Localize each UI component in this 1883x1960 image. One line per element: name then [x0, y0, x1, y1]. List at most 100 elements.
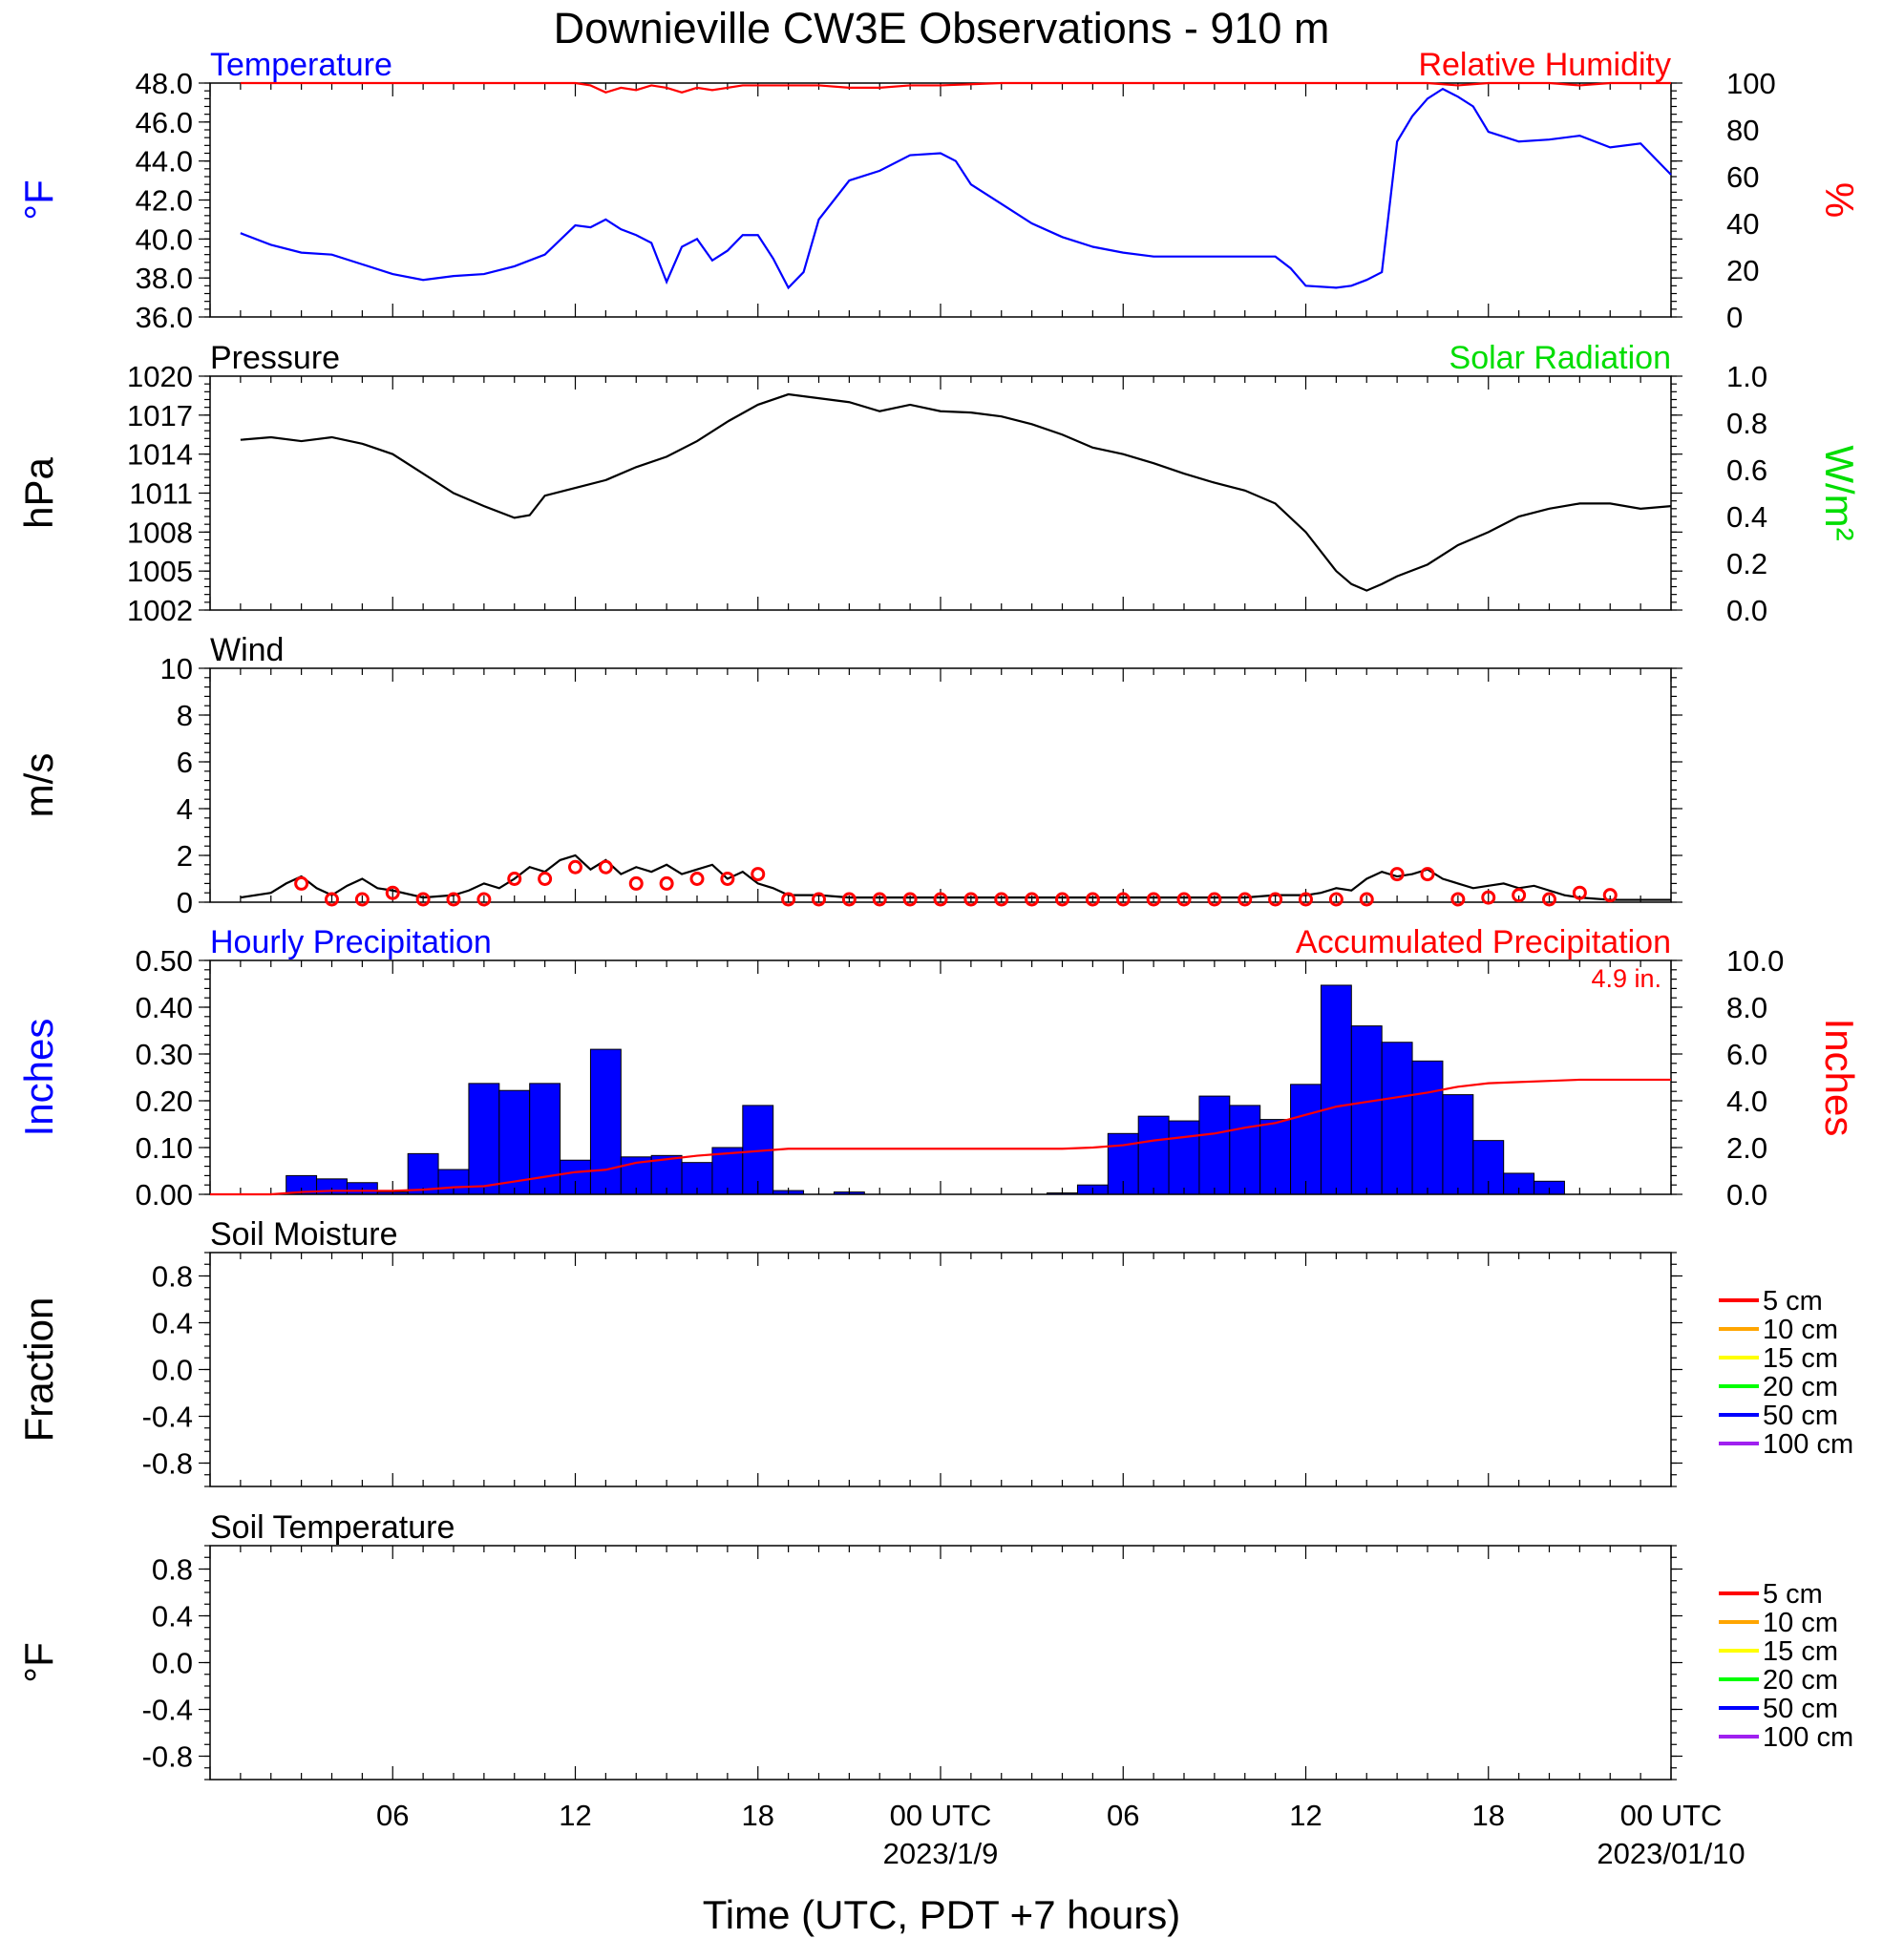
wind-direction-mark — [1572, 885, 1587, 900]
x-tick-date: 2023/1/9 — [883, 1837, 999, 1870]
panel-soil-moisture: -0.8 -0.4 0.0 0.4 0.8 Soil Moisture Fraction 5 … — [16, 1216, 1853, 1487]
wind-direction-mark — [659, 875, 674, 891]
y-tick-label: 0.4 — [152, 1600, 193, 1633]
panel-left-title: Temperature — [210, 47, 392, 83]
x-tick-date: 2023/01/10 — [1597, 1837, 1745, 1870]
y-right-tick-label: 0.8 — [1726, 407, 1767, 440]
wind-direction-mark — [963, 892, 979, 907]
wind-direction-mark — [1420, 867, 1435, 882]
y-tick-label: 8 — [177, 699, 193, 732]
y-tick-label: 10 — [160, 652, 193, 685]
y-right-tick-label: 8.0 — [1726, 991, 1767, 1024]
y-tick-label: 0 — [177, 886, 193, 919]
y-right-tick-label: 0.0 — [1726, 1178, 1767, 1212]
y-tick-label: 40.0 — [136, 222, 193, 256]
y-tick-label: 46.0 — [136, 106, 193, 139]
panel-frame — [209, 82, 1672, 318]
panel-wind: 0 2 4 6 8 10 Wind m/s — [16, 632, 1682, 919]
x-tick-label: 18 — [1472, 1799, 1505, 1832]
precip-bar — [1472, 1140, 1505, 1195]
legend-label: 20 cm — [1763, 1665, 1838, 1696]
y-right-tick-label: 0.6 — [1726, 453, 1767, 487]
y-right-axis-title: % — [1817, 182, 1862, 218]
y-right-tick-label: 6.0 — [1726, 1038, 1767, 1071]
y-axis-title: m/s — [16, 753, 61, 818]
y-tick-label: 1014 — [127, 438, 193, 472]
y-right-tick-label: 20 — [1726, 254, 1759, 287]
y-right-tick-label: 0.2 — [1726, 547, 1767, 580]
legend-label: 100 cm — [1763, 1429, 1853, 1460]
y-tick-label: 1020 — [127, 360, 193, 393]
series-pressure — [240, 392, 1672, 592]
y-right-tick-label: 2.0 — [1726, 1131, 1767, 1165]
y-tick-label: 0.00 — [136, 1178, 193, 1212]
panel-precip: 0.00 0.10 0.20 0.30 0.40 0.50 0.0 2.0 4.0 6.0 8.0 1… — [16, 924, 1862, 1212]
wind-direction-mark — [325, 892, 339, 907]
wind-direction-mark — [933, 892, 948, 907]
x-tick-label: 00 UTC — [890, 1799, 992, 1832]
wind-direction-mark — [1207, 892, 1222, 907]
panel-left-title: Hourly Precipitation — [210, 924, 492, 960]
precip-bar — [1290, 1084, 1322, 1195]
y-tick-label: 38.0 — [136, 262, 193, 295]
y-axis-title: hPa — [16, 456, 61, 528]
wind-direction-mark — [1481, 890, 1496, 905]
y-tick-label: -0.8 — [142, 1447, 193, 1481]
wind-direction-mark — [476, 892, 492, 907]
wind-direction-mark — [1025, 892, 1040, 907]
y-right-tick-label: 80 — [1726, 114, 1759, 147]
legend-label: 100 cm — [1763, 1722, 1853, 1753]
y-right-axis-title: W/m² — [1817, 445, 1862, 540]
wind-direction-mark — [1512, 888, 1527, 903]
panel-left-title: Wind — [210, 632, 284, 668]
wind-direction-mark — [385, 885, 400, 900]
wind-direction-mark — [598, 859, 613, 875]
panel-left-title: Soil Temperature — [210, 1509, 455, 1546]
precip-bar — [1381, 1042, 1413, 1195]
y-tick-label: 1011 — [129, 477, 193, 511]
y-axis-title: Fraction — [16, 1297, 61, 1443]
legend-label: 15 cm — [1763, 1636, 1838, 1667]
wind-direction-mark — [1268, 892, 1283, 907]
legend-label: 15 cm — [1763, 1343, 1838, 1374]
wind-direction-mark — [507, 872, 522, 886]
y-right-tick-label: 1.0 — [1726, 360, 1767, 393]
wind-direction-mark — [902, 892, 918, 907]
wind-direction-mark — [628, 875, 644, 891]
y-tick-label: 6 — [177, 746, 193, 779]
x-tick-label: 06 — [376, 1799, 409, 1832]
precip-bar — [1320, 984, 1352, 1195]
wind-direction-mark — [872, 892, 887, 907]
panel-right-title: Relative Humidity — [1418, 47, 1671, 83]
panel-frame — [209, 667, 1672, 903]
y-tick-label: 4 — [177, 792, 193, 826]
wind-direction-mark — [354, 892, 370, 907]
y-tick-label: 0.8 — [152, 1553, 193, 1587]
precip-total-annotation: 4.9 in. — [1591, 964, 1661, 993]
wind-direction-mark — [751, 867, 766, 882]
y-right-tick-label: 0.4 — [1726, 500, 1767, 534]
x-tick-label: 18 — [742, 1799, 774, 1832]
y-tick-label: 2 — [177, 839, 193, 873]
wind-direction-mark — [1146, 892, 1161, 907]
wind-direction-mark — [1359, 892, 1374, 907]
y-tick-label: 42.0 — [136, 184, 193, 218]
x-axis: 06 12 18 00 UTC 2023/1/9 06 12 18 00 UTC 2023/01/… — [376, 1799, 1745, 1870]
legend-label: 5 cm — [1763, 1579, 1823, 1610]
y-tick-label: -0.4 — [142, 1401, 193, 1434]
wind-direction-mark — [1389, 867, 1405, 882]
panel-temp-rh: 36.0 38.0 40.0 42.0 44.0 46.0 48.0 0 20 40 60 80 100… — [16, 47, 1862, 334]
y-tick-label: 0.0 — [152, 1647, 193, 1680]
precip-bar — [1350, 1025, 1383, 1195]
y-tick-label: 0.40 — [136, 991, 193, 1024]
wind-direction-mark — [446, 892, 461, 907]
series-wind-speed — [240, 854, 1671, 901]
wind-direction-mark — [1176, 892, 1192, 907]
y-axis-title: °F — [16, 1642, 61, 1682]
x-tick-label: 06 — [1107, 1799, 1139, 1832]
precip-bar — [498, 1089, 531, 1195]
wind-direction-mark — [538, 872, 553, 886]
y-tick-label: 0.30 — [136, 1038, 193, 1071]
y-tick-label: 1008 — [127, 516, 193, 549]
